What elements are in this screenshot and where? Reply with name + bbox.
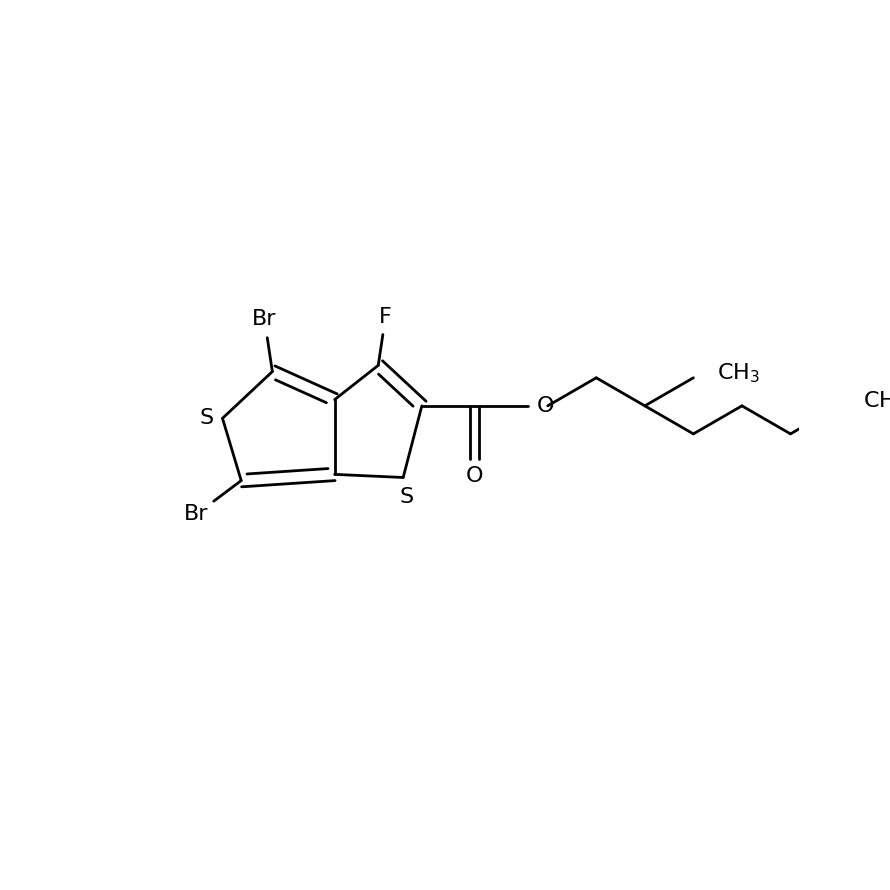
Text: S: S bbox=[400, 488, 413, 507]
Text: Br: Br bbox=[184, 505, 208, 524]
Text: Br: Br bbox=[252, 309, 277, 329]
Text: F: F bbox=[379, 307, 392, 328]
Text: O: O bbox=[537, 396, 554, 416]
Text: O: O bbox=[466, 466, 483, 486]
Text: S: S bbox=[200, 409, 214, 428]
Text: CH$_3$: CH$_3$ bbox=[862, 389, 890, 413]
Text: CH$_3$: CH$_3$ bbox=[717, 361, 760, 384]
